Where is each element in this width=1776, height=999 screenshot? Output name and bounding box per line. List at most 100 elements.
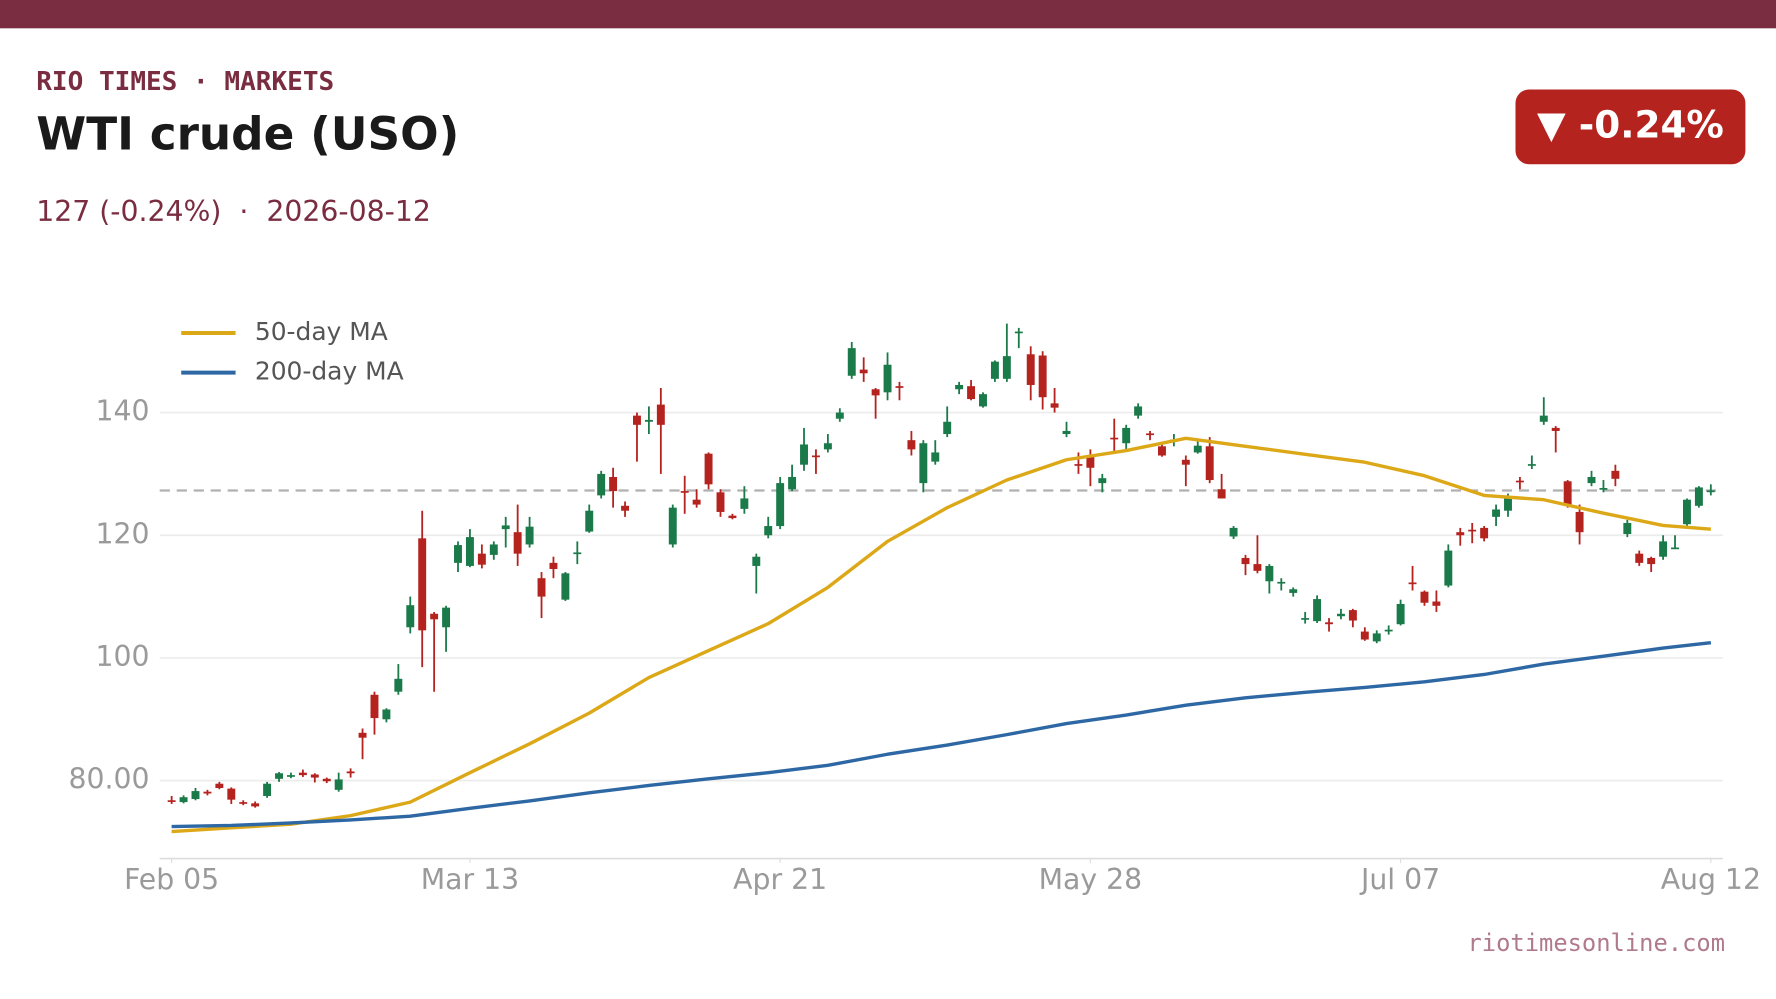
candle-body xyxy=(477,553,486,565)
candle-body xyxy=(859,369,868,374)
candle-body xyxy=(1384,629,1393,632)
candle-body xyxy=(1193,445,1202,453)
candle-body xyxy=(346,771,355,774)
candle-body xyxy=(1480,527,1489,539)
candle-body xyxy=(1563,481,1572,505)
x-tick-label: Aug 12 xyxy=(1661,863,1761,896)
candle-body xyxy=(286,775,295,777)
candle-body xyxy=(1360,631,1369,640)
top-bar xyxy=(0,0,1776,29)
candle-body xyxy=(465,537,474,566)
candle-body xyxy=(1050,403,1059,408)
candle-body xyxy=(752,556,761,566)
candle-body xyxy=(633,415,641,425)
change-badge xyxy=(1515,89,1746,165)
x-tick-label: Apr 21 xyxy=(733,863,827,896)
candle-body xyxy=(310,774,319,778)
candle-body xyxy=(716,492,725,512)
candle-body xyxy=(1014,331,1023,334)
candle-body xyxy=(1026,354,1035,385)
candle-body xyxy=(227,788,236,800)
candle-body xyxy=(275,773,283,779)
x-tick-label: Feb 05 xyxy=(124,863,219,896)
candle-body xyxy=(1468,529,1477,532)
moving-average-line xyxy=(171,436,1712,834)
candle-body xyxy=(513,532,522,554)
candle-body xyxy=(1181,459,1190,465)
candle-body xyxy=(322,778,331,782)
candle-body xyxy=(1694,487,1703,506)
candle-body xyxy=(1599,488,1608,490)
candle-body xyxy=(1074,464,1083,466)
candle-body xyxy=(537,578,546,597)
candle-body xyxy=(1706,490,1715,493)
candle-body xyxy=(239,802,248,804)
candle-body xyxy=(1647,557,1656,565)
candle-body xyxy=(800,444,808,465)
candle-body xyxy=(167,800,176,802)
candle-body xyxy=(907,440,916,450)
candle-body xyxy=(835,412,844,419)
candle-body xyxy=(1241,557,1250,565)
candle-body xyxy=(1265,565,1274,582)
candle-body xyxy=(1348,610,1357,621)
candle-body xyxy=(1551,427,1560,431)
candle-body xyxy=(1229,527,1238,537)
candle-body xyxy=(1527,464,1536,466)
candle-body xyxy=(811,455,820,458)
candle-body xyxy=(871,389,880,396)
candle-body xyxy=(454,545,462,563)
candle-body xyxy=(1038,355,1047,398)
candle-body xyxy=(943,421,952,435)
candle-body xyxy=(1002,356,1011,379)
candle-body xyxy=(1683,499,1691,525)
candle-body xyxy=(1635,553,1644,563)
legend-label: 50-day MA xyxy=(255,317,388,346)
candle-body xyxy=(573,552,582,555)
chart-title: WTI crude (USO) xyxy=(36,108,459,161)
candle-body xyxy=(358,732,367,738)
candle-body xyxy=(1062,430,1071,435)
brand: RIO TIMES · MARKETS xyxy=(36,67,334,97)
candle-body xyxy=(967,386,976,400)
candle-body xyxy=(1253,564,1262,571)
candle-body xyxy=(489,544,498,555)
candle-body xyxy=(549,562,558,569)
y-tick-label: 80.00 xyxy=(68,763,149,796)
candle-body xyxy=(1277,581,1286,584)
candle-body xyxy=(1098,478,1107,484)
candle-body xyxy=(1659,541,1668,557)
candle-body xyxy=(561,573,570,600)
candle-body xyxy=(1372,633,1381,642)
candle-body xyxy=(847,348,856,376)
candle-body xyxy=(1587,476,1596,484)
candle-body xyxy=(418,538,427,631)
candle-body xyxy=(203,791,212,794)
footer: riotimesonline.com xyxy=(1467,929,1725,957)
candle-body xyxy=(1217,489,1226,499)
candle-body xyxy=(776,483,785,527)
candle-body xyxy=(1504,498,1512,511)
candle-body xyxy=(1110,437,1119,440)
y-tick-label: 120 xyxy=(95,517,149,550)
x-tick-label: May 28 xyxy=(1039,863,1143,896)
candle-body xyxy=(609,476,618,492)
candle-body xyxy=(680,491,689,493)
candle-body xyxy=(621,505,630,511)
candle-body xyxy=(1301,618,1310,620)
candle-body xyxy=(597,473,606,496)
candle-body xyxy=(334,779,343,790)
candle-body xyxy=(979,394,987,407)
y-tick-label: 100 xyxy=(95,640,149,673)
candle-body xyxy=(394,678,403,692)
candle-body xyxy=(215,783,224,789)
candle-body xyxy=(931,452,940,462)
candle-body xyxy=(179,797,188,803)
moving-average-line xyxy=(171,640,1712,829)
candle-body xyxy=(406,605,415,628)
candle-body xyxy=(263,783,272,796)
candle-body xyxy=(1671,547,1680,550)
candle-body xyxy=(1146,433,1155,436)
candle-body xyxy=(656,404,665,425)
